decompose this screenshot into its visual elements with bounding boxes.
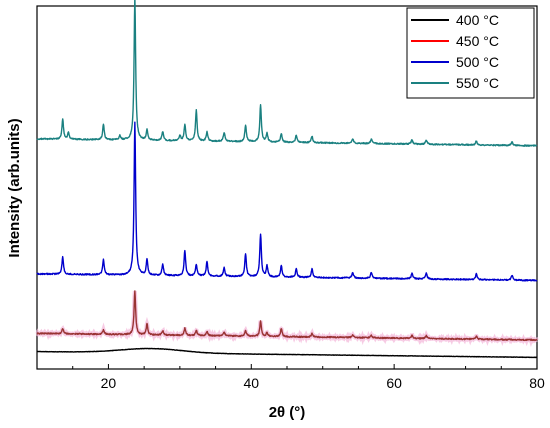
series-line [36,0,538,147]
series-line [36,290,538,342]
series-line [36,347,538,359]
x-tick-label: 20 [101,375,117,391]
legend-label: 450 °C [456,33,499,49]
series-line [36,121,538,282]
y-axis-title: Intensity (arb.units) [6,118,23,257]
x-ticks: 20 40 60 80 [72,364,545,391]
legend-label: 400 °C [456,12,499,28]
legend-label: 500 °C [456,54,499,70]
x-tick-label: 80 [529,375,545,391]
series-layer [35,0,539,359]
legend-label: 550 °C [456,75,499,91]
legend: 400 °C 450 °C 500 °C 550 °C [406,7,535,99]
x-tick-label: 60 [386,375,402,391]
x-axis-title: 2θ (°) [269,404,306,421]
series-halo [35,290,539,348]
x-tick-label: 40 [243,375,259,391]
